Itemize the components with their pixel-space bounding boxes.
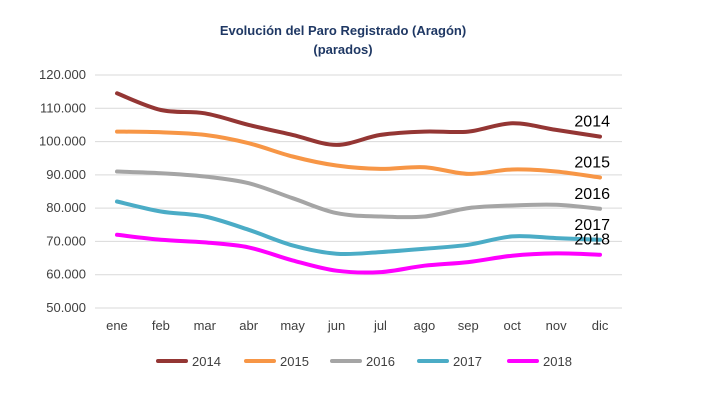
x-tick-label: feb — [152, 318, 170, 333]
y-tick-label: 120.000 — [39, 67, 86, 82]
legend-label-2017: 2017 — [453, 354, 482, 369]
x-tick-label: abr — [239, 318, 258, 333]
end-label-2015: 2015 — [574, 155, 610, 172]
x-tick-label: ago — [414, 318, 436, 333]
legend: 2014 2015 2016 2017 2018 — [156, 354, 572, 369]
x-tick-label: nov — [546, 318, 567, 333]
y-tick-label: 110.000 — [40, 100, 86, 115]
y-tick-label: 60.000 — [46, 267, 86, 282]
x-axis-ticks: ene feb mar abr may jun jul ago sep oct nov dic — [106, 318, 609, 333]
series-line-2016 — [115, 169, 602, 220]
y-tick-label: 70.000 — [46, 233, 86, 248]
x-tick-label: sep — [458, 318, 479, 333]
legend-label-2016: 2016 — [366, 354, 395, 369]
y-axis-ticks: 50.000 60.000 70.000 80.000 90.000 100.000 110… — [39, 67, 86, 315]
series-line-2017 — [115, 199, 602, 257]
series-line-2015 — [115, 129, 602, 180]
x-tick-label: ene — [106, 318, 128, 333]
end-label-2017: 2017 — [574, 217, 610, 234]
x-tick-label: dic — [592, 318, 609, 333]
end-label-2014: 2014 — [574, 114, 610, 131]
x-tick-label: may — [280, 318, 305, 333]
x-tick-label: jun — [327, 318, 345, 333]
y-tick-label: 100.000 — [39, 134, 86, 149]
y-tick-label: 90.000 — [46, 167, 86, 182]
series-line-2018 — [115, 232, 602, 275]
end-label-2018: 2018 — [574, 232, 610, 249]
legend-label-2015: 2015 — [280, 354, 309, 369]
legend-label-2018: 2018 — [543, 354, 572, 369]
y-tick-label: 80.000 — [46, 200, 86, 215]
series-line-2014 — [115, 91, 602, 147]
x-tick-label: jul — [373, 318, 387, 333]
chart-title: Evolución del Paro Registrado (Aragón) — [220, 23, 466, 38]
y-tick-label: 50.000 — [46, 300, 86, 315]
x-tick-label: oct — [504, 318, 522, 333]
x-tick-label: mar — [194, 318, 217, 333]
end-label-2016: 2016 — [574, 186, 610, 203]
legend-label-2014: 2014 — [192, 354, 221, 369]
chart-subtitle: (parados) — [313, 42, 372, 57]
series-lines — [115, 91, 602, 275]
